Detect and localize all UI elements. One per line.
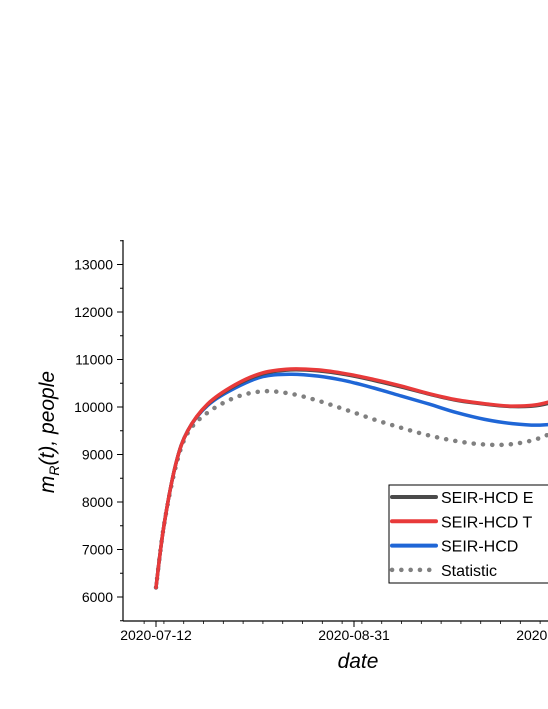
y-tick-label: 7000: [82, 542, 113, 558]
y-axis-title-main: m: [36, 476, 59, 494]
legend: SEIR-HCD E SEIR-HCD T SEIR-HCD Statistic: [388, 484, 548, 584]
y-tick-label: 8000: [82, 494, 113, 510]
x-tick-label: 2020-08-31: [318, 627, 390, 643]
y-axis: 6000 7000 8000 9000 10000 11000 12000 13000: [74, 240, 124, 622]
y-tick-label: 10000: [74, 399, 113, 415]
y-tick-label: 6000: [82, 589, 113, 605]
plot-area: [153, 367, 548, 590]
y-tick-label: 12000: [74, 304, 113, 320]
x-axis-title: date: [338, 650, 379, 673]
x-tick-label: 2020-07-12: [120, 627, 192, 643]
legend-label-statistic: Statistic: [441, 563, 497, 580]
legend-label-seir-hcd-t: SEIR-HCD T: [441, 514, 532, 531]
legend-label-seir-hcd-e: SEIR-HCD E: [441, 490, 533, 507]
y-tick-label: 9000: [82, 447, 113, 463]
y-axis-title-rest: (t), people: [36, 371, 59, 466]
legend-box: [388, 484, 548, 584]
series-line-seir-hcd-t: [154, 367, 548, 590]
y-tick-label: 13000: [74, 257, 113, 273]
y-tick-label: 11000: [75, 352, 113, 368]
legend-label-seir-hcd: SEIR-HCD: [441, 539, 518, 556]
x-tick-label: 2020-10-20: [516, 627, 548, 643]
series-line-statistic: [153, 388, 548, 590]
y-axis-title-subscript: R: [46, 465, 62, 475]
y-axis-title: mR(t), people: [36, 371, 62, 493]
